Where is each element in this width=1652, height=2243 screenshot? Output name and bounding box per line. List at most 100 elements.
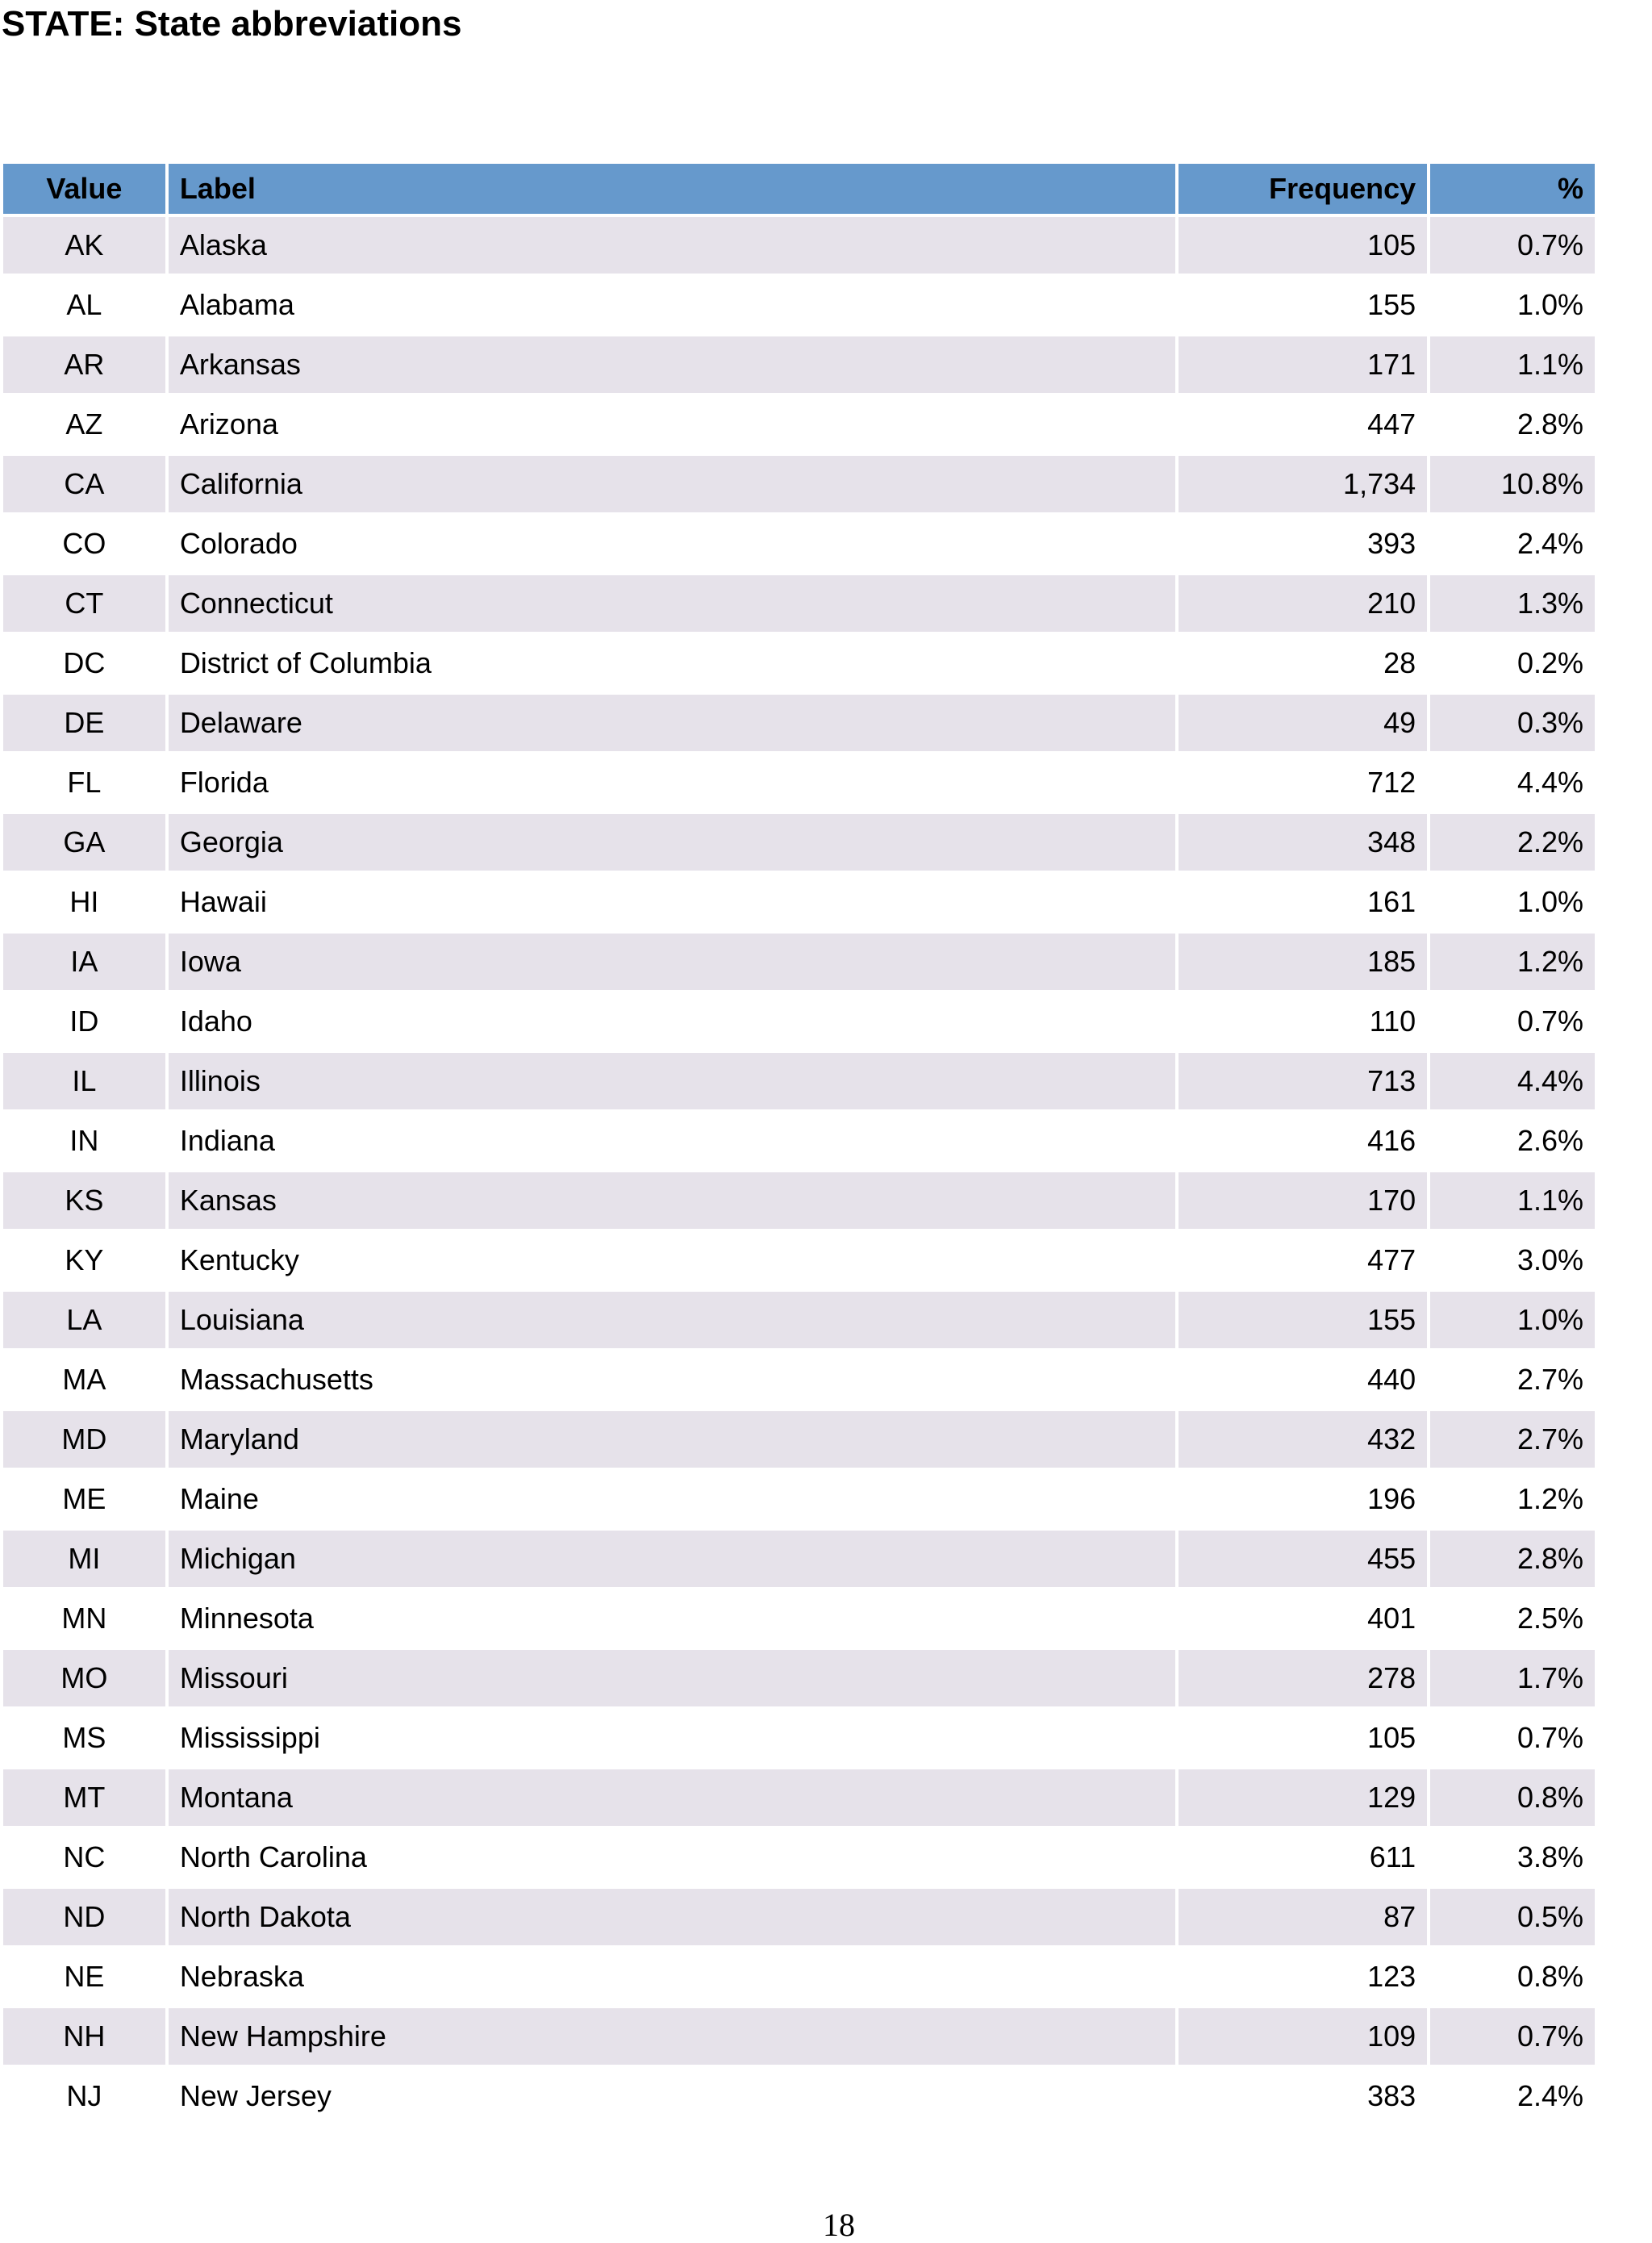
table-row: NE Nebraska 123 0.8% [3, 1949, 1595, 2005]
cell-percent: 1.0% [1430, 277, 1595, 333]
cell-value: DC [3, 635, 165, 691]
cell-percent: 0.7% [1430, 2008, 1595, 2065]
page-number: 18 [823, 2207, 855, 2243]
table-row: FL Florida 712 4.4% [3, 754, 1595, 811]
cell-percent: 0.7% [1430, 1710, 1595, 1766]
cell-value: MA [3, 1351, 165, 1408]
cell-frequency: 105 [1178, 217, 1428, 274]
table-row: CO Colorado 393 2.4% [3, 516, 1595, 572]
cell-frequency: 383 [1178, 2068, 1428, 2124]
table-row: MN Minnesota 401 2.5% [3, 1590, 1595, 1647]
cell-percent: 2.8% [1430, 396, 1595, 453]
cell-percent: 4.4% [1430, 1053, 1595, 1109]
cell-label: Arkansas [168, 336, 1175, 393]
table-row: AR Arkansas 171 1.1% [3, 336, 1595, 393]
table-row: KS Kansas 170 1.1% [3, 1172, 1595, 1229]
cell-value: MT [3, 1769, 165, 1826]
cell-percent: 2.4% [1430, 2068, 1595, 2124]
cell-frequency: 170 [1178, 1172, 1428, 1229]
cell-label: Maine [168, 1471, 1175, 1527]
cell-frequency: 171 [1178, 336, 1428, 393]
cell-value: DE [3, 695, 165, 751]
cell-frequency: 109 [1178, 2008, 1428, 2065]
cell-frequency: 447 [1178, 396, 1428, 453]
cell-percent: 4.4% [1430, 754, 1595, 811]
cell-percent: 0.7% [1430, 993, 1595, 1050]
cell-frequency: 393 [1178, 516, 1428, 572]
cell-frequency: 713 [1178, 1053, 1428, 1109]
table-row: DE Delaware 49 0.3% [3, 695, 1595, 751]
cell-frequency: 105 [1178, 1710, 1428, 1766]
cell-label: Missouri [168, 1650, 1175, 1706]
cell-label: Minnesota [168, 1590, 1175, 1647]
table-row: CA California 1,734 10.8% [3, 456, 1595, 512]
cell-percent: 0.3% [1430, 695, 1595, 751]
table-row: CT Connecticut 210 1.3% [3, 575, 1595, 632]
cell-value: AL [3, 277, 165, 333]
cell-label: Nebraska [168, 1949, 1175, 2005]
cell-percent: 0.8% [1430, 1949, 1595, 2005]
cell-label: North Dakota [168, 1889, 1175, 1945]
cell-label: Indiana [168, 1113, 1175, 1169]
cell-frequency: 110 [1178, 993, 1428, 1050]
cell-percent: 1.1% [1430, 336, 1595, 393]
cell-percent: 2.2% [1430, 814, 1595, 871]
table-row: IL Illinois 713 4.4% [3, 1053, 1595, 1109]
cell-frequency: 1,734 [1178, 456, 1428, 512]
table-row: MA Massachusetts 440 2.7% [3, 1351, 1595, 1408]
cell-label: Louisiana [168, 1292, 1175, 1348]
cell-value: LA [3, 1292, 165, 1348]
cell-value: NJ [3, 2068, 165, 2124]
cell-frequency: 278 [1178, 1650, 1428, 1706]
table-row: GA Georgia 348 2.2% [3, 814, 1595, 871]
table-row: MO Missouri 278 1.7% [3, 1650, 1595, 1706]
cell-value: KS [3, 1172, 165, 1229]
cell-label: Alabama [168, 277, 1175, 333]
table-row: AL Alabama 155 1.0% [3, 277, 1595, 333]
cell-percent: 2.6% [1430, 1113, 1595, 1169]
column-header-frequency: Frequency [1178, 164, 1428, 214]
table-row: MI Michigan 455 2.8% [3, 1531, 1595, 1587]
cell-frequency: 49 [1178, 695, 1428, 751]
cell-frequency: 185 [1178, 934, 1428, 990]
cell-frequency: 155 [1178, 1292, 1428, 1348]
cell-label: Iowa [168, 934, 1175, 990]
cell-label: Delaware [168, 695, 1175, 751]
cell-value: CT [3, 575, 165, 632]
cell-value: GA [3, 814, 165, 871]
cell-frequency: 611 [1178, 1829, 1428, 1886]
table-header: Value Label Frequency % [3, 164, 1595, 214]
cell-percent: 2.7% [1430, 1351, 1595, 1408]
table-row: DC District of Columbia 28 0.2% [3, 635, 1595, 691]
cell-value: CA [3, 456, 165, 512]
cell-percent: 2.4% [1430, 516, 1595, 572]
cell-value: AR [3, 336, 165, 393]
column-header-label: Label [168, 164, 1175, 214]
table-row: MD Maryland 432 2.7% [3, 1411, 1595, 1468]
cell-frequency: 712 [1178, 754, 1428, 811]
table-row: NH New Hampshire 109 0.7% [3, 2008, 1595, 2065]
table-row: ID Idaho 110 0.7% [3, 993, 1595, 1050]
cell-value: NE [3, 1949, 165, 2005]
cell-percent: 1.7% [1430, 1650, 1595, 1706]
column-header-percent: % [1430, 164, 1595, 214]
cell-value: ID [3, 993, 165, 1050]
cell-percent: 3.8% [1430, 1829, 1595, 1886]
cell-label: Florida [168, 754, 1175, 811]
cell-frequency: 87 [1178, 1889, 1428, 1945]
cell-value: FL [3, 754, 165, 811]
cell-percent: 2.5% [1430, 1590, 1595, 1647]
cell-label: Mississippi [168, 1710, 1175, 1766]
table-row: KY Kentucky 477 3.0% [3, 1232, 1595, 1289]
cell-frequency: 348 [1178, 814, 1428, 871]
table-row: MT Montana 129 0.8% [3, 1769, 1595, 1826]
table-row: AK Alaska 105 0.7% [3, 217, 1595, 274]
cell-value: ND [3, 1889, 165, 1945]
cell-percent: 3.0% [1430, 1232, 1595, 1289]
cell-value: MN [3, 1590, 165, 1647]
cell-value: CO [3, 516, 165, 572]
cell-value: KY [3, 1232, 165, 1289]
cell-value: MO [3, 1650, 165, 1706]
table-body: AK Alaska 105 0.7% AL Alabama 155 1.0% AR Arkansa… [3, 217, 1595, 2124]
cell-frequency: 477 [1178, 1232, 1428, 1289]
